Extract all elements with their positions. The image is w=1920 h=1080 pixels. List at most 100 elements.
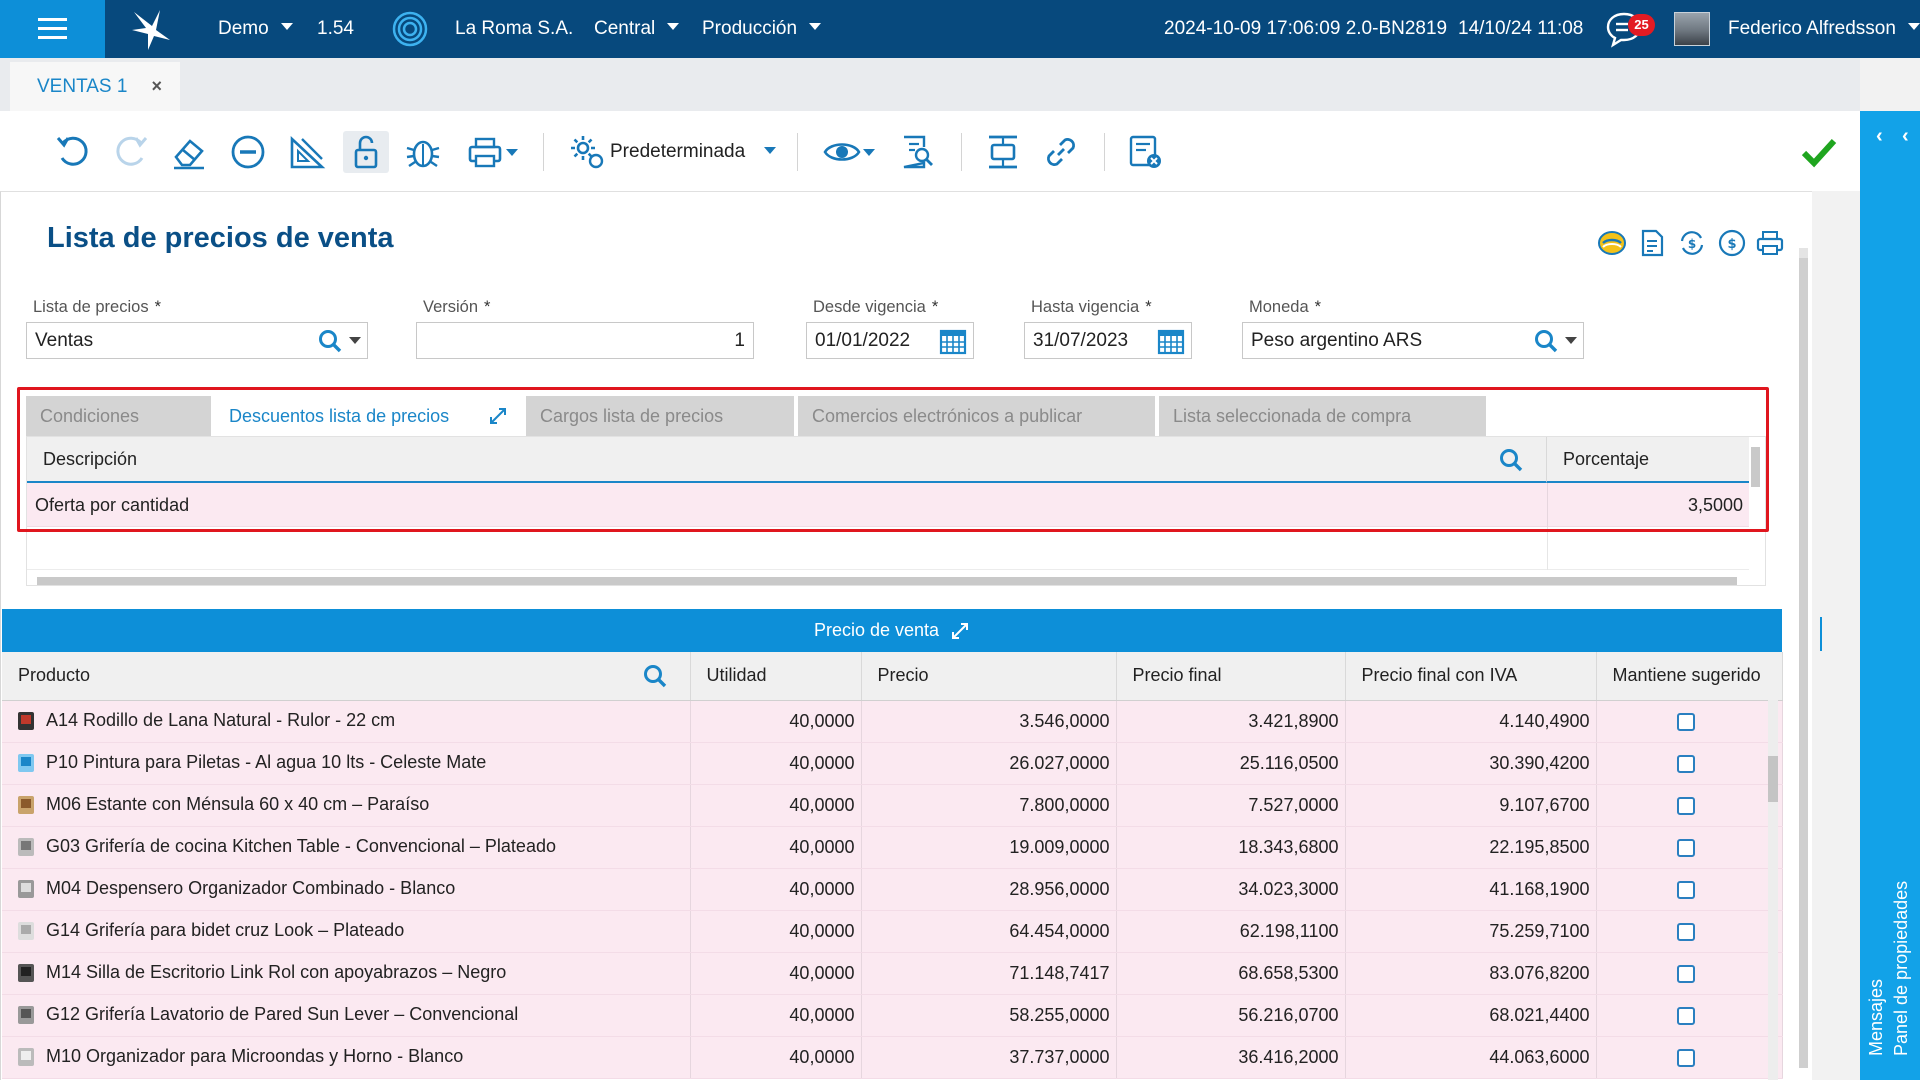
product-cell[interactable]: G14 Grifería para bidet cruz Look – Plat… [2,910,691,953]
utilidad-cell[interactable]: 40,0000 [690,742,862,785]
chevron-down-icon[interactable] [1565,337,1577,344]
product-cell[interactable]: A14 Rodillo de Lana Natural - Rulor - 22… [2,700,691,743]
table-row[interactable]: M14 Silla de Escritorio Link Rol con apo… [2,952,1783,995]
product-cell[interactable]: G12 Grifería Lavatorio de Pared Sun Leve… [2,994,691,1037]
utilidad-cell[interactable]: 40,0000 [690,784,862,827]
mantiene-sugerido-checkbox[interactable] [1677,964,1695,983]
search-icon[interactable] [1533,328,1559,354]
print-icon[interactable] [1755,228,1785,258]
column-header-mantiene-sugerido[interactable]: Mantiene sugerido [1596,652,1783,701]
precio-final-cell[interactable]: 62.198,1100 [1116,910,1346,953]
environment-dropdown[interactable]: Producción [702,0,822,58]
precio-final-iva-cell[interactable]: 4.140,4900 [1345,700,1597,743]
chevron-left-icon[interactable]: ‹ [1902,125,1909,147]
redo-button[interactable] [110,131,152,173]
debug-button[interactable] [402,131,444,173]
table-row[interactable]: M06 Estante con Ménsula 60 x 40 cm – Par… [2,784,1783,827]
view-settings-button[interactable] [566,131,608,173]
expand-icon[interactable] [488,406,508,426]
table-row[interactable]: M10 Organizador para Microondas y Horno … [2,1036,1783,1079]
mantiene-sugerido-checkbox[interactable] [1677,754,1695,773]
mantiene-sugerido-checkbox[interactable] [1677,1006,1695,1025]
utilidad-cell[interactable]: 40,0000 [690,826,862,869]
precio-cell[interactable]: 26.027,0000 [861,742,1117,785]
table-row[interactable]: A14 Rodillo de Lana Natural - Rulor - 22… [2,700,1783,743]
version-field[interactable]: 1 [416,322,754,359]
tab-ventas-1[interactable]: VENTAS 1 × [10,62,180,111]
precio-final-iva-cell[interactable]: 44.063,6000 [1345,1036,1597,1079]
table-row[interactable]: G14 Grifería para bidet cruz Look – Plat… [2,910,1783,953]
product-cell[interactable]: M14 Silla de Escritorio Link Rol con apo… [2,952,691,995]
utilidad-cell[interactable]: 40,0000 [690,700,862,743]
chevron-left-icon[interactable]: ‹ [1876,125,1883,147]
search-icon[interactable] [317,328,343,354]
utilidad-cell[interactable]: 40,0000 [690,994,862,1037]
table-scrollbar-thumb[interactable] [1768,756,1778,802]
precio-final-iva-cell[interactable]: 9.107,6700 [1345,784,1597,827]
tab-condiciones[interactable]: Condiciones [26,396,211,436]
link-button[interactable] [1040,131,1082,173]
precio-final-cell[interactable]: 36.416,2000 [1116,1036,1346,1079]
messages-panel-tab[interactable]: Mensajes [1866,978,1886,1056]
precio-final-cell[interactable]: 3.421,8900 [1116,700,1346,743]
price-list-field[interactable]: Ventas [26,322,368,359]
precio-cell[interactable]: 19.009,0000 [861,826,1117,869]
precio-final-iva-cell[interactable]: 41.168,1900 [1345,868,1597,911]
utilidad-cell[interactable]: 40,0000 [690,910,862,953]
to-date-field[interactable]: 31/07/2023 [1024,322,1192,359]
search-document-button[interactable] [896,131,938,173]
undo-button[interactable] [52,131,94,173]
avatar[interactable] [1674,12,1710,46]
confirm-button[interactable] [1798,131,1840,173]
document-icon[interactable] [1637,228,1667,258]
calendar-icon[interactable] [1157,327,1185,355]
tab-lista-compra[interactable]: Lista seleccionada de compra [1159,396,1486,436]
column-header-porcentaje[interactable]: Porcentaje [1547,437,1749,483]
eraser-button[interactable] [168,131,210,173]
close-document-button[interactable] [1124,131,1166,173]
product-cell[interactable]: G03 Grifería de cocina Kitchen Table - C… [2,826,691,869]
table-row[interactable]: G12 Grifería Lavatorio de Pared Sun Leve… [2,994,1783,1037]
precio-final-iva-cell[interactable]: 83.076,8200 [1345,952,1597,995]
vertical-scrollbar[interactable] [1751,447,1760,487]
product-cell[interactable]: M06 Estante con Ménsula 60 x 40 cm – Par… [2,784,691,827]
precio-final-iva-cell[interactable]: 68.021,4400 [1345,994,1597,1037]
chevron-down-icon[interactable] [349,337,361,344]
close-tab-icon[interactable]: × [151,76,162,96]
column-header-utilidad[interactable]: Utilidad [690,652,862,701]
column-header-precio-final[interactable]: Precio final [1116,652,1346,701]
table-row[interactable]: M04 Despensero Organizador Combinado - B… [2,868,1783,911]
column-header-precio[interactable]: Precio [861,652,1117,701]
calendar-icon[interactable] [939,327,967,355]
app-logo[interactable] [130,0,174,58]
mantiene-sugerido-checkbox[interactable] [1677,922,1695,941]
precio-cell[interactable]: 37.737,0000 [861,1036,1117,1079]
panel-resize-handle[interactable] [1820,617,1822,651]
unlock-button[interactable] [343,131,389,173]
precio-cell[interactable]: 71.148,7417 [861,952,1117,995]
precio-final-cell[interactable]: 25.116,0500 [1116,742,1346,785]
measure-button[interactable] [286,131,328,173]
view-selector[interactable]: Predeterminada [610,135,777,169]
precio-cell[interactable]: 7.800,0000 [861,784,1117,827]
utilidad-cell[interactable]: 40,0000 [690,952,862,995]
precio-final-iva-cell[interactable]: 75.259,7100 [1345,910,1597,953]
tab-comercios[interactable]: Comercios electrónicos a publicar [798,396,1155,436]
precio-final-iva-cell[interactable]: 30.390,4200 [1345,742,1597,785]
precio-cell[interactable]: 64.454,0000 [861,910,1117,953]
hamburger-menu-button[interactable] [0,0,105,58]
product-cell[interactable]: M04 Despensero Organizador Combinado - B… [2,868,691,911]
column-header-producto[interactable]: Producto [2,652,691,701]
visibility-dropdown[interactable] [818,131,880,173]
precio-final-cell[interactable]: 56.216,0700 [1116,994,1346,1037]
mantiene-sugerido-checkbox[interactable] [1677,796,1695,815]
align-button[interactable] [982,131,1024,173]
utilidad-cell[interactable]: 40,0000 [690,1036,862,1079]
product-cell[interactable]: M10 Organizador para Microondas y Horno … [2,1036,691,1079]
search-icon[interactable] [1498,447,1524,473]
table-row[interactable]: P10 Pintura para Piletas - Al agua 10 lt… [2,742,1783,785]
precio-final-cell[interactable]: 34.023,3000 [1116,868,1346,911]
precio-final-cell[interactable]: 68.658,5300 [1116,952,1346,995]
search-icon[interactable] [642,663,668,689]
from-date-field[interactable]: 01/01/2022 [806,322,974,359]
